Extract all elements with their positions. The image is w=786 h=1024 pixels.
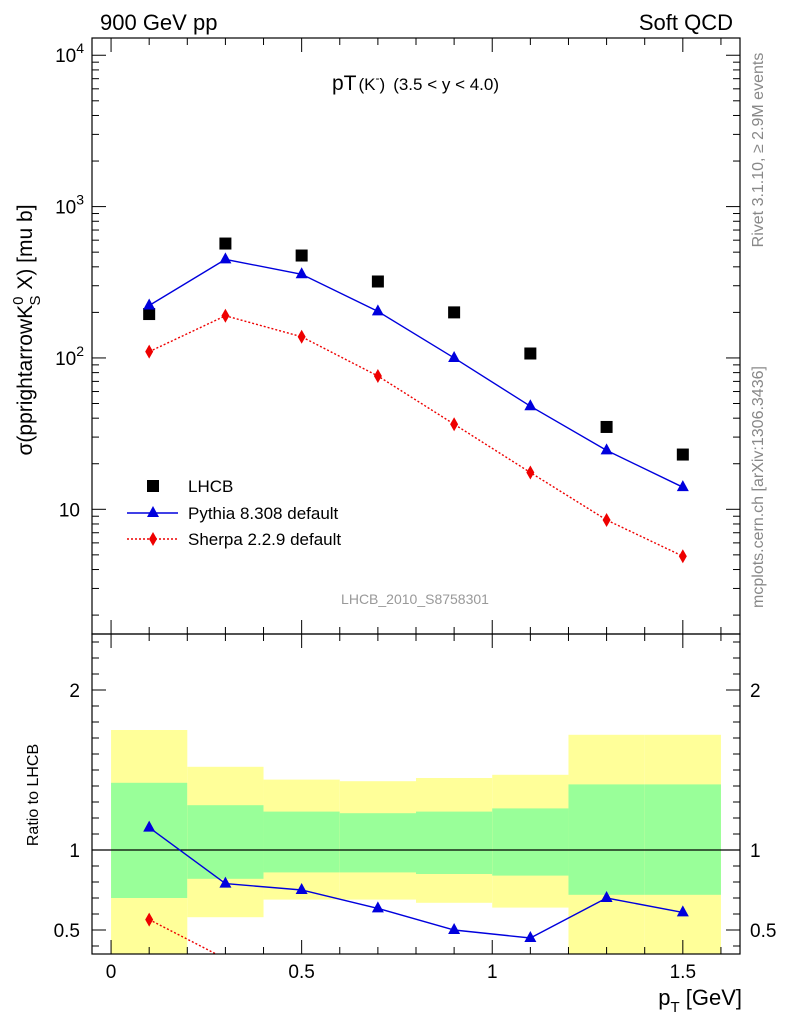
data-point-lhcb: [676, 448, 689, 461]
ratio-point-pythia: [524, 931, 537, 942]
data-point-lhcb: [219, 237, 232, 250]
ratio-bands: [92, 730, 740, 954]
data-point-sherpa: [526, 465, 535, 480]
title-particle: (K: [359, 75, 377, 94]
header-right: Soft QCD: [639, 10, 733, 35]
ratio-ticks: 0.5 0.5 1 1 2 2 0 0.5 1 1.5: [54, 634, 776, 983]
main-title: pT (K-) (3.5 < y < 4.0): [332, 71, 499, 95]
ratio-point-pythia: [600, 891, 613, 902]
ratio-y-tick-label-right: 0.5: [750, 921, 776, 942]
data-point-lhcb: [143, 308, 156, 321]
band-green: [339, 813, 416, 873]
legend-sherpa: Sherpa 2.2.9 default: [188, 530, 341, 549]
main-y-tick-label: 10: [59, 500, 80, 521]
ratio-point-pythia: [143, 820, 156, 832]
xlabel-unit: [GeV]: [680, 985, 742, 1010]
title-range: (3.5 < y < 4.0): [393, 75, 499, 94]
data-point-pythia: [524, 399, 537, 411]
legend-marker-lhcb: [147, 480, 159, 492]
band-green: [416, 811, 493, 874]
data-point-lhcb: [371, 275, 384, 288]
data-point-sherpa: [678, 549, 687, 564]
ratio-line: [148, 827, 683, 939]
main-ylabel: σ(pprightarrowK0S X) [mu b]: [10, 204, 44, 455]
data-point-pythia: [371, 304, 384, 316]
data-point-pythia: [295, 267, 308, 279]
band-green: [568, 784, 645, 895]
ratio-y-tick-label-left: 1: [69, 841, 80, 862]
main-marks: [143, 237, 689, 564]
data-point-sherpa: [221, 308, 230, 323]
ratio-series: [143, 820, 689, 954]
legend-marker-pythia: [147, 506, 159, 517]
data-point-pythia: [448, 350, 461, 362]
x-tick-label: 0.5: [288, 962, 314, 983]
mcplots-label: mcplots.cern.ch [arXiv:1306.3436]: [750, 366, 767, 608]
data-point-lhcb: [295, 249, 308, 262]
ratio-point-pythia: [676, 905, 689, 917]
series-line: [148, 315, 684, 557]
data-point-pythia: [219, 252, 232, 264]
data-point-sherpa: [602, 512, 611, 527]
ratio-frame: [91, 633, 741, 955]
x-tick-label: 1: [487, 962, 498, 983]
main-panel: pT (K-) (3.5 < y < 4.0) σ(pprightarrowK0S …: [10, 38, 740, 634]
x-tick-label: 0: [106, 962, 117, 983]
legend: LHCB Pythia 8.308 default Sherpa 2.2.9 d…: [127, 477, 341, 549]
data-point-sherpa: [297, 329, 306, 344]
main-y-tick-label: 103: [55, 192, 84, 219]
main-ticks: 104 103 102 10: [55, 38, 740, 634]
series-line: [148, 258, 684, 488]
band-green: [187, 805, 264, 879]
band-green: [263, 811, 340, 873]
header-left: 900 GeV pp: [100, 10, 217, 35]
ratio-y-tick-label-left: 2: [69, 681, 80, 702]
x-axis-label: pT [GeV]: [658, 985, 742, 1016]
main-y-tick-label: 102: [55, 343, 84, 370]
main-y-tick-label: 104: [55, 40, 84, 67]
xlabel-base: p: [658, 985, 670, 1010]
title-pt: pT: [332, 72, 357, 95]
analysis-id: LHCB_2010_S8758301: [341, 591, 489, 607]
band-green: [644, 784, 721, 895]
ratio-point-pythia: [371, 901, 384, 913]
data-point-lhcb: [600, 420, 613, 433]
ratio-ylabel: Ratio to LHCB: [25, 744, 42, 846]
title-particle-sup: -: [376, 71, 380, 85]
title-particle-close: ): [380, 75, 386, 94]
ratio-panel: 0.5 0.5 1 1 2 2 0 0.5 1 1.5 Ratio to LHCB pT [GeV…: [25, 634, 776, 1016]
data-point-sherpa: [450, 417, 459, 432]
ylabel-post: X) [mu b]: [14, 204, 37, 295]
data-point-sherpa: [373, 368, 382, 383]
ratio-point-sherpa: [145, 912, 154, 927]
ratio-point-pythia: [219, 876, 232, 888]
legend-pythia: Pythia 8.308 default: [188, 504, 339, 523]
ratio-y-tick-label-right: 1: [750, 841, 761, 862]
ratio-point-pythia: [295, 883, 308, 894]
data-point-pythia: [600, 443, 613, 455]
rivet-label: Rivet 3.1.10, ≥ 2.9M events: [750, 53, 767, 248]
ratio-point-pythia: [448, 923, 461, 934]
data-point-lhcb: [524, 347, 537, 360]
ratio-y-tick-label-left: 0.5: [54, 921, 80, 942]
data-point-pythia: [676, 480, 689, 492]
ylabel-sub: S: [27, 295, 44, 305]
ratio-y-tick-label-right: 2: [750, 681, 761, 702]
x-tick-label: 1.5: [670, 962, 696, 983]
band-green: [111, 782, 188, 898]
data-point-sherpa: [145, 344, 154, 359]
xlabel-sub: T: [670, 999, 679, 1016]
data-point-pythia: [143, 298, 156, 310]
ylabel-pre: σ(pprightarrowK: [14, 305, 37, 456]
legend-marker-sherpa: [149, 532, 157, 546]
band-green: [492, 808, 569, 876]
data-point-lhcb: [448, 306, 461, 319]
ylabel-sup: 0: [10, 297, 27, 305]
legend-lhcb: LHCB: [188, 477, 233, 496]
ratio-marks: [143, 820, 689, 954]
